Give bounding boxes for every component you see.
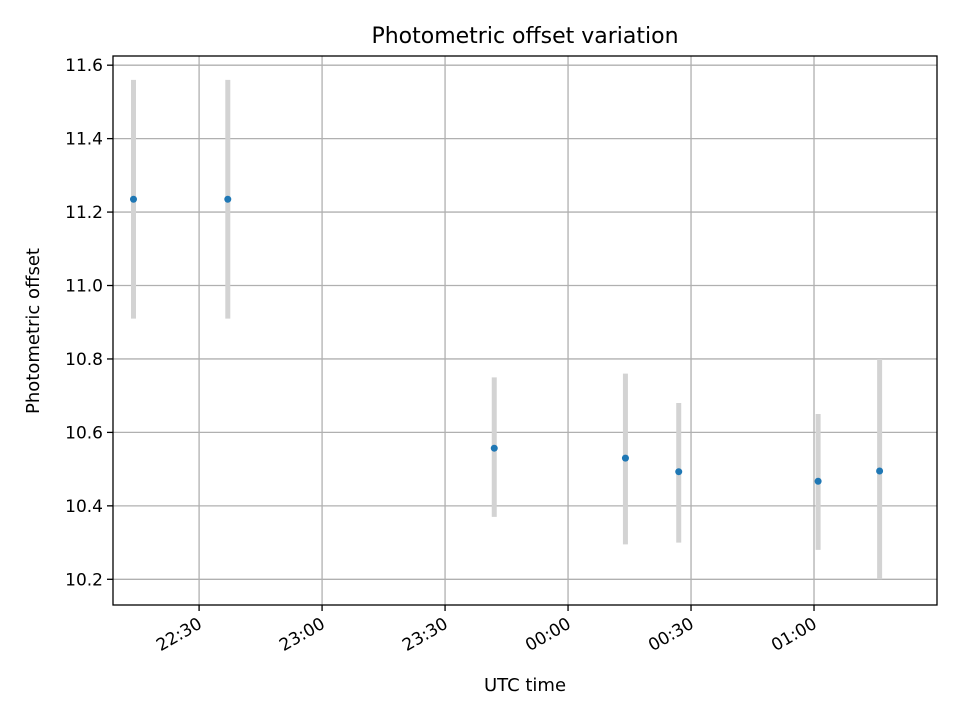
data-point: [621, 454, 629, 462]
y-tick-label: 10.8: [65, 350, 103, 370]
data-point: [814, 477, 822, 485]
y-axis-ticks: 10.2 10.4 10.6 10.8 11.0 11.2 11.4 11.6: [65, 56, 113, 590]
grid: [113, 56, 937, 605]
y-axis-label: Photometric offset: [23, 248, 44, 414]
data-point: [129, 195, 137, 203]
y-tick-label: 11.2: [65, 203, 103, 223]
y-tick-label: 10.6: [65, 423, 103, 443]
chart-title: Photometric offset variation: [371, 24, 678, 49]
data-point: [490, 444, 498, 452]
x-axis-label: UTC time: [484, 675, 566, 696]
y-tick-label: 10.4: [65, 497, 103, 517]
data-point: [224, 195, 232, 203]
data-points: [129, 195, 884, 485]
y-tick-label: 11.6: [65, 56, 103, 76]
data-point: [876, 467, 884, 475]
data-point: [675, 468, 683, 476]
y-tick-label: 11.4: [65, 130, 103, 150]
plot-area-frame: [112, 55, 938, 606]
y-tick-label: 11.0: [65, 277, 103, 297]
y-tick-label: 10.2: [65, 570, 103, 590]
